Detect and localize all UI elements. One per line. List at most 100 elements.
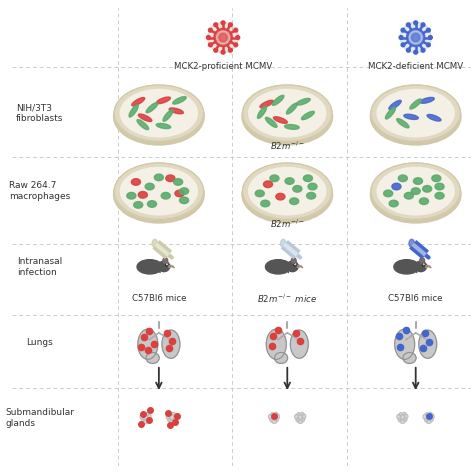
Ellipse shape (164, 259, 167, 263)
Ellipse shape (147, 201, 156, 207)
Ellipse shape (394, 260, 419, 274)
Text: C57Bl6 mice: C57Bl6 mice (132, 294, 186, 303)
Ellipse shape (297, 266, 299, 267)
Circle shape (228, 23, 232, 27)
Ellipse shape (169, 266, 171, 267)
Ellipse shape (264, 181, 273, 188)
Ellipse shape (170, 414, 174, 420)
Circle shape (234, 28, 237, 32)
Ellipse shape (272, 419, 277, 423)
Ellipse shape (270, 418, 273, 422)
Ellipse shape (425, 418, 428, 422)
Ellipse shape (404, 114, 419, 119)
Circle shape (236, 36, 240, 39)
Ellipse shape (158, 261, 170, 272)
Ellipse shape (429, 418, 433, 421)
Ellipse shape (420, 259, 424, 263)
Ellipse shape (146, 418, 150, 421)
Circle shape (214, 48, 218, 52)
Circle shape (221, 21, 225, 25)
Ellipse shape (426, 266, 428, 267)
Circle shape (427, 43, 430, 47)
Ellipse shape (375, 166, 456, 217)
Circle shape (406, 48, 410, 52)
Text: C57Bl6 mice: C57Bl6 mice (388, 294, 443, 303)
Ellipse shape (168, 418, 171, 422)
Ellipse shape (398, 418, 402, 422)
Ellipse shape (303, 175, 312, 182)
Ellipse shape (137, 260, 163, 274)
Circle shape (209, 43, 212, 47)
Ellipse shape (152, 239, 158, 247)
Ellipse shape (399, 413, 402, 416)
Text: MCK2-proficient MCMV: MCK2-proficient MCMV (174, 62, 272, 71)
Circle shape (407, 28, 425, 46)
Ellipse shape (276, 193, 285, 200)
Ellipse shape (273, 117, 287, 123)
Text: Intranasal
infection: Intranasal infection (17, 257, 62, 276)
Ellipse shape (371, 163, 460, 219)
Ellipse shape (308, 183, 317, 190)
Ellipse shape (413, 178, 422, 184)
Ellipse shape (295, 414, 299, 419)
Ellipse shape (118, 88, 199, 138)
Circle shape (427, 28, 430, 32)
Ellipse shape (180, 197, 189, 204)
Circle shape (414, 21, 418, 25)
Ellipse shape (173, 179, 182, 185)
Text: Raw 264.7
macrophages: Raw 264.7 macrophages (9, 182, 70, 201)
Circle shape (207, 36, 210, 39)
Ellipse shape (265, 117, 277, 128)
Ellipse shape (270, 175, 279, 182)
Ellipse shape (166, 414, 170, 419)
Ellipse shape (261, 200, 270, 207)
Ellipse shape (143, 419, 148, 423)
Ellipse shape (302, 414, 306, 419)
Ellipse shape (375, 88, 456, 138)
Circle shape (409, 31, 422, 44)
Ellipse shape (298, 414, 303, 420)
Ellipse shape (286, 103, 297, 114)
Ellipse shape (392, 183, 401, 190)
Circle shape (219, 33, 227, 42)
Ellipse shape (275, 418, 278, 421)
Ellipse shape (274, 353, 288, 364)
Ellipse shape (127, 192, 136, 199)
Ellipse shape (243, 163, 332, 219)
Ellipse shape (138, 191, 147, 198)
Ellipse shape (420, 98, 434, 103)
Ellipse shape (242, 166, 333, 223)
Ellipse shape (272, 95, 284, 105)
Ellipse shape (173, 97, 186, 104)
Circle shape (406, 23, 410, 27)
Ellipse shape (163, 109, 173, 121)
Circle shape (428, 36, 432, 39)
Ellipse shape (370, 88, 461, 145)
Text: $B2m^{-/-}$: $B2m^{-/-}$ (270, 218, 305, 230)
Ellipse shape (285, 178, 294, 184)
Ellipse shape (163, 258, 168, 264)
Ellipse shape (143, 414, 148, 420)
Ellipse shape (284, 125, 299, 129)
Ellipse shape (156, 123, 171, 128)
Ellipse shape (161, 192, 170, 199)
Circle shape (217, 31, 230, 44)
Ellipse shape (243, 85, 332, 141)
Ellipse shape (155, 174, 164, 181)
Ellipse shape (281, 239, 286, 247)
Ellipse shape (400, 414, 405, 420)
Ellipse shape (435, 192, 444, 199)
Ellipse shape (411, 188, 420, 194)
Ellipse shape (145, 183, 154, 190)
Ellipse shape (429, 412, 432, 416)
Ellipse shape (147, 414, 151, 419)
Ellipse shape (180, 188, 189, 194)
Ellipse shape (404, 192, 413, 199)
Text: $B2m^{-/-}$: $B2m^{-/-}$ (270, 140, 305, 153)
Ellipse shape (385, 108, 395, 119)
Circle shape (209, 28, 212, 32)
Ellipse shape (146, 353, 159, 364)
Ellipse shape (169, 419, 174, 423)
Ellipse shape (173, 418, 176, 421)
Ellipse shape (257, 106, 267, 118)
